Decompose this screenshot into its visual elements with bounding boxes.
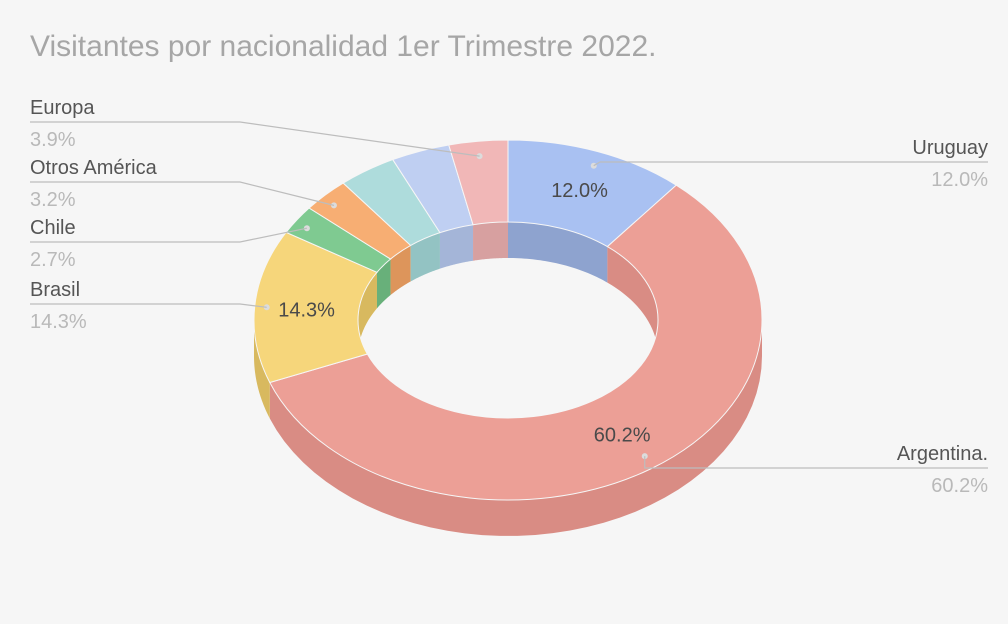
legend-label: Brasil bbox=[30, 279, 80, 301]
legend-value: 12.0% bbox=[931, 169, 988, 191]
inner-wall-0-0 bbox=[508, 222, 608, 283]
legend-label: Otros América bbox=[30, 157, 158, 179]
inner-wall-6-1 bbox=[439, 224, 474, 269]
legend-value: 3.9% bbox=[30, 129, 76, 151]
inner-wall-3-1 bbox=[376, 259, 391, 309]
donut-sides bbox=[254, 222, 762, 536]
leader-line bbox=[593, 161, 988, 167]
legend-label: Uruguay bbox=[912, 137, 988, 159]
legend-value: 14.3% bbox=[30, 311, 87, 333]
donut-slices bbox=[253, 139, 763, 501]
leader-line bbox=[30, 181, 335, 206]
leader-line bbox=[30, 303, 267, 308]
outer-wall-1 bbox=[269, 320, 762, 536]
data-label: 60.2% bbox=[594, 425, 651, 447]
leader-line bbox=[30, 121, 480, 157]
legend-label: Argentina. bbox=[897, 443, 988, 465]
leader-lines bbox=[30, 121, 988, 469]
outside-labels: Europa 3.9% Otros América 3.2% Chile 2.7% Bras… bbox=[30, 97, 988, 497]
slice-europa bbox=[448, 139, 509, 226]
chart-title: Visitantes por nacionalidad 1er Trimestr… bbox=[30, 30, 656, 63]
inner-wall-1-0 bbox=[607, 246, 658, 356]
legend-value: 3.2% bbox=[30, 189, 76, 211]
inner-wall-2-1 bbox=[358, 272, 377, 356]
inner-wall-5-1 bbox=[410, 232, 440, 282]
data-label: 12.0% bbox=[551, 180, 608, 202]
legend-value: 60.2% bbox=[931, 475, 988, 497]
leader-line bbox=[30, 227, 308, 243]
leader-line bbox=[644, 456, 988, 469]
slice-argentina bbox=[269, 184, 763, 501]
data-label: 14.3% bbox=[278, 299, 335, 321]
legend-value: 2.7% bbox=[30, 249, 76, 271]
legend-label: Europa bbox=[30, 97, 95, 119]
inner-wall-4-1 bbox=[390, 245, 411, 296]
legend-label: Chile bbox=[30, 217, 76, 239]
inner-wall-7-1 bbox=[473, 222, 508, 261]
outer-wall-2 bbox=[254, 320, 270, 419]
data-labels: 12.0% 60.2% 14.3% bbox=[278, 180, 650, 447]
